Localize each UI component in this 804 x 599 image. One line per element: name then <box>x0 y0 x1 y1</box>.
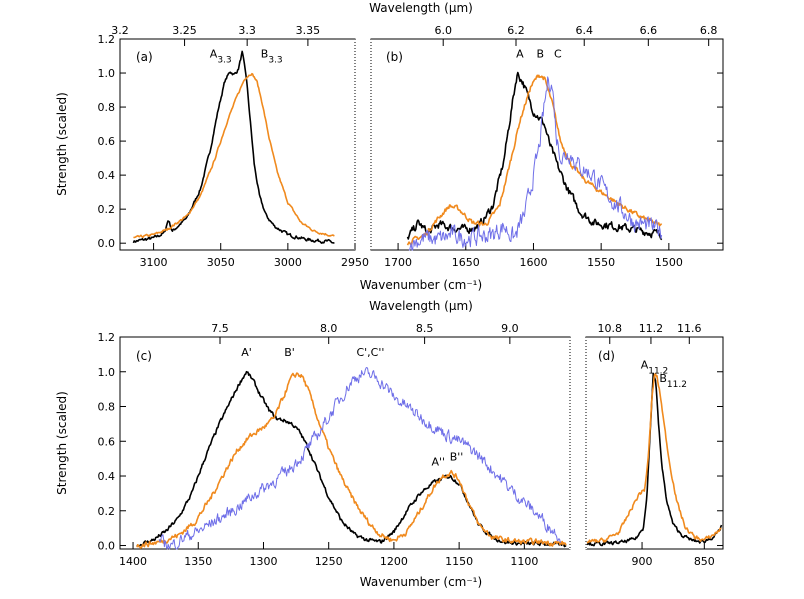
x-tick-label: 1700 <box>384 256 412 269</box>
panel-a: 0.0 0.2 0.4 0.6 0.8 1.0 1.2 3100 3050 3000 2950 3.2… <box>98 24 370 269</box>
y-tick-label: 0.2 <box>98 203 116 216</box>
peak-annotation: C <box>554 48 562 61</box>
y-tick-label: 0.6 <box>98 135 116 148</box>
panel-c-ticks: 0.0 0.2 0.4 0.6 0.8 1.0 1.2 1400 1350 1300 1250 120… <box>98 322 571 568</box>
panel-b-frame <box>370 38 724 251</box>
top-tick-label: 6.0 <box>434 24 452 37</box>
y-tick-label: 0.8 <box>98 101 116 114</box>
series-line-blue <box>158 366 561 550</box>
series-line-black <box>406 71 663 241</box>
y-tick-label: 0.8 <box>98 401 116 414</box>
y-tick-label: 1.2 <box>98 331 116 344</box>
series-line-black <box>586 372 723 547</box>
x-tick-label: 900 <box>632 555 653 568</box>
top-xlabel-upper: Wavelength (μm) <box>369 1 473 15</box>
panel-b-label: (b) <box>386 50 403 64</box>
x-tick-label: 1600 <box>519 256 547 269</box>
panel-d-ticks: 900 850 10.8 11.2 11.6 <box>585 322 723 568</box>
x-tick-label: 850 <box>694 555 715 568</box>
y-tick-label: 0.4 <box>98 470 116 483</box>
panel-a-annotations: A3.3 B3.3 <box>210 48 283 66</box>
panel-d-series <box>586 372 723 547</box>
peak-annotation: B11.2 <box>659 372 687 390</box>
y-tick-label: 0.6 <box>98 435 116 448</box>
top-tick-label: 6.4 <box>575 24 593 37</box>
x-tick-label: 1200 <box>380 555 408 568</box>
y-tick-label: 0.0 <box>98 237 116 250</box>
series-line-orange <box>136 372 567 549</box>
top-tick-label: 6.8 <box>700 24 718 37</box>
ylabel-upper: Strength (scaled) <box>55 92 69 196</box>
peak-annotation: B'' <box>450 450 464 463</box>
top-tick-label: 3.3 <box>238 24 256 37</box>
series-line-blue <box>408 76 663 251</box>
peak-annotation: A' <box>241 346 252 359</box>
panel-a-ticks: 0.0 0.2 0.4 0.6 0.8 1.0 1.2 3100 3050 3000 2950 3.2… <box>98 24 370 269</box>
x-tick-label: 1350 <box>184 555 212 568</box>
panel-a-series <box>132 50 335 244</box>
series-line-black <box>136 370 567 548</box>
x-tick-label: 1500 <box>655 256 683 269</box>
bottom-xlabel-upper: Wavenumber (cm⁻¹) <box>360 278 482 292</box>
x-tick-label: 1550 <box>587 256 615 269</box>
x-tick-label: 3050 <box>207 256 235 269</box>
peak-annotation: B3.3 <box>261 48 283 66</box>
y-tick-label: 1.2 <box>98 33 116 46</box>
x-tick-label: 1100 <box>510 555 538 568</box>
y-tick-label: 1.0 <box>98 366 116 379</box>
x-tick-label: 1250 <box>315 555 343 568</box>
panel-c-annotations: A' B' C',C'' A'' B'' <box>241 346 463 468</box>
top-tick-label: 9.0 <box>501 322 519 335</box>
top-tick-label: 6.2 <box>507 24 525 37</box>
series-line-orange <box>133 72 335 239</box>
panel-c-label: (c) <box>136 349 152 363</box>
panel-c: 0.0 0.2 0.4 0.6 0.8 1.0 1.2 1400 1350 1300 1250 120… <box>98 322 571 568</box>
ylabel-lower: Strength (scaled) <box>55 391 69 495</box>
top-tick-label: 3.25 <box>172 24 197 37</box>
peak-annotation: B' <box>284 346 295 359</box>
y-tick-label: 1.0 <box>98 67 116 80</box>
series-line-orange <box>406 74 663 246</box>
top-tick-label: 11.2 <box>639 322 664 335</box>
x-tick-label: 3000 <box>274 256 302 269</box>
peak-annotation: A3.3 <box>210 48 232 66</box>
series-line-black <box>132 50 335 244</box>
x-tick-label: 2950 <box>341 256 369 269</box>
top-tick-label: 11.6 <box>677 322 702 335</box>
top-tick-label: 7.5 <box>211 322 229 335</box>
y-tick-label: 0.4 <box>98 169 116 182</box>
top-tick-label: 8.5 <box>416 322 434 335</box>
bottom-xlabel-lower: Wavenumber (cm⁻¹) <box>360 575 482 589</box>
x-tick-label: 3100 <box>140 256 168 269</box>
top-tick-label: 8.0 <box>320 322 338 335</box>
peak-annotation: C',C'' <box>356 346 384 359</box>
panel-d-label: (d) <box>598 349 615 363</box>
peak-annotation: A <box>516 48 524 61</box>
top-tick-label: 3.35 <box>296 24 321 37</box>
panel-b-ticks: 1700 1650 1600 1550 1500 6.0 6.2 6.4 6.6 6.8 <box>370 24 723 269</box>
panel-c-frame <box>119 336 571 550</box>
series-line-orange <box>586 373 722 544</box>
y-tick-label: 0.0 <box>98 540 116 553</box>
top-tick-label: 6.6 <box>640 24 658 37</box>
panel-c-series <box>136 366 567 550</box>
x-tick-label: 1650 <box>452 256 480 269</box>
x-tick-label: 1150 <box>445 555 473 568</box>
peak-annotation: B <box>536 48 544 61</box>
x-tick-label: 1400 <box>119 555 147 568</box>
peak-annotation: A'' <box>431 456 445 469</box>
panel-b-series <box>406 71 663 251</box>
x-tick-label: 1300 <box>249 555 277 568</box>
top-xlabel-lower: Wavelength (μm) <box>369 299 473 313</box>
y-tick-label: 0.2 <box>98 505 116 518</box>
top-tick-label: 3.2 <box>111 24 129 37</box>
panel-a-label: (a) <box>136 50 153 64</box>
top-tick-label: 10.8 <box>598 322 623 335</box>
